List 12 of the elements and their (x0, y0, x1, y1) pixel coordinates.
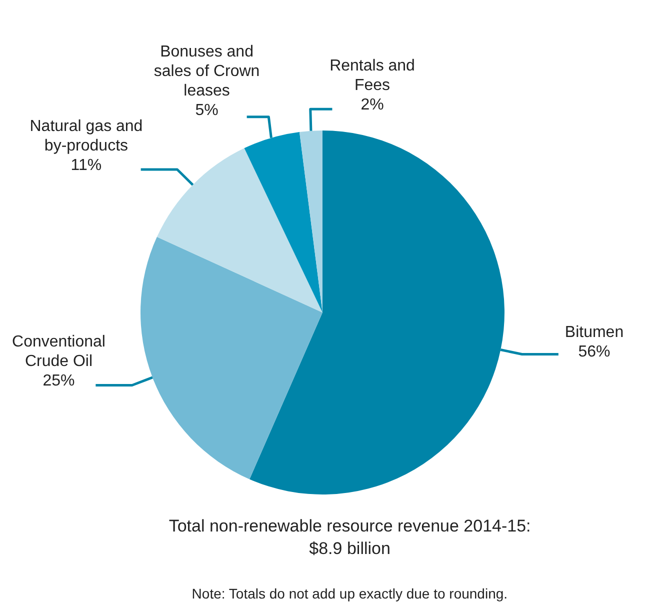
data-label: 56% (578, 344, 610, 361)
slice-label: Rentals and Fees (330, 57, 415, 94)
slice-label: Conventional Crude Oil (12, 334, 106, 370)
text: Total non-renewable resource revenue 2014-15: $8.9 billion (168, 516, 531, 558)
slice-label: Natural gas and by-products (30, 118, 143, 154)
data-label: 5% (195, 102, 218, 120)
slice-label: Bitumen (564, 324, 624, 342)
data-label: 25% (42, 372, 75, 390)
data-label: 11% (70, 156, 102, 174)
data-label: 2% (360, 96, 384, 114)
slice-label: Bonuses and sales of Crown leases (154, 44, 260, 100)
text: Note: Totals do not add up exactly due to rounding. (192, 586, 508, 602)
